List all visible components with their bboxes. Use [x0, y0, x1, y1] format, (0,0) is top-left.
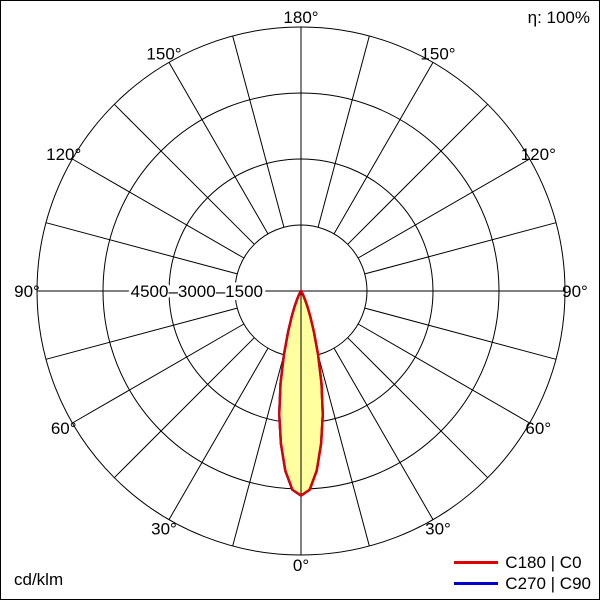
- angle-label-150-left: 150°: [146, 45, 181, 64]
- grid-spoke-255: [232, 35, 285, 228]
- legend-label-c180-c0: C180 | C0: [505, 552, 582, 572]
- grid-spoke-345: [364, 222, 557, 275]
- grid-spoke-225: [113, 103, 255, 245]
- angle-label-30-left: 30°: [151, 519, 177, 538]
- angle-label-180-right: 180°: [283, 8, 318, 27]
- angle-label-150-right: 150°: [420, 45, 455, 64]
- radial-tick-labels: 4500–3000–1500: [131, 282, 263, 301]
- legend-swatch-c270-c90: [454, 582, 499, 585]
- angle-label-120-right: 120°: [521, 145, 556, 164]
- grid-spoke-195: [45, 222, 238, 275]
- grid-spoke-330: [357, 158, 530, 259]
- angle-label-30-right: 30°: [425, 519, 451, 538]
- grid-spoke-135: [113, 337, 255, 479]
- grid-spoke-45: [347, 337, 489, 479]
- grid-spoke-315: [347, 103, 489, 245]
- grid-spoke-75: [317, 354, 370, 547]
- angle-label-60-left: 60°: [51, 419, 77, 438]
- grid-spoke-15: [364, 307, 557, 360]
- curve-c180-c0: [278, 289, 324, 497]
- legend-item: C270 | C90: [454, 573, 591, 593]
- angle-label-0-right: 0°: [293, 556, 309, 575]
- grid-spoke-165: [45, 307, 238, 360]
- grid-spoke-105: [232, 354, 285, 547]
- efficiency-label: η: 100%: [527, 8, 590, 27]
- grid-spoke-300: [333, 62, 434, 235]
- legend-swatch-c180-c0: [454, 561, 499, 564]
- grid-spoke-60: [333, 347, 434, 520]
- grid-spoke-30: [357, 323, 530, 424]
- grid-spoke-240: [168, 62, 269, 235]
- angle-label-90-right: 90°: [562, 282, 588, 301]
- angle-label-90-left: 90°: [14, 282, 40, 301]
- grid-spoke-285: [317, 35, 370, 228]
- grid-spoke-120: [168, 347, 269, 520]
- angle-label-120-left: 120°: [46, 145, 81, 164]
- angle-label-60-right: 60°: [525, 419, 551, 438]
- grid-spoke-150: [72, 323, 245, 424]
- chart-legend: C180 | C0 C270 | C90: [454, 552, 591, 593]
- grid-spoke-210: [72, 158, 245, 259]
- legend-item: C180 | C0: [454, 552, 582, 572]
- legend-label-c270-c90: C270 | C90: [505, 573, 591, 593]
- units-label: cd/klm: [14, 570, 64, 589]
